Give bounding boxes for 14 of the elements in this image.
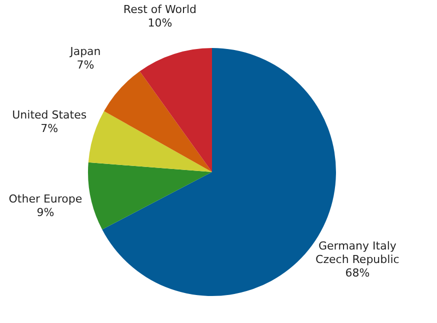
- slice-label: Other Europe: [8, 192, 82, 206]
- data-label: 9%: [36, 206, 54, 219]
- pie-slice: [104, 71, 212, 172]
- pie-slice: [88, 162, 212, 230]
- slice-label: Germany Italy Czech Republic: [316, 240, 400, 266]
- data-label: 10%: [148, 16, 172, 30]
- data-label: 7%: [40, 122, 58, 136]
- pie-slice: [88, 111, 212, 172]
- pie-slice: [140, 48, 212, 172]
- slice-label: United States: [12, 108, 87, 122]
- slice-label: Rest of World: [123, 3, 197, 16]
- slice-label: Japan: [69, 44, 101, 58]
- data-label: 7%: [76, 58, 94, 72]
- data-label: 68%: [345, 266, 370, 280]
